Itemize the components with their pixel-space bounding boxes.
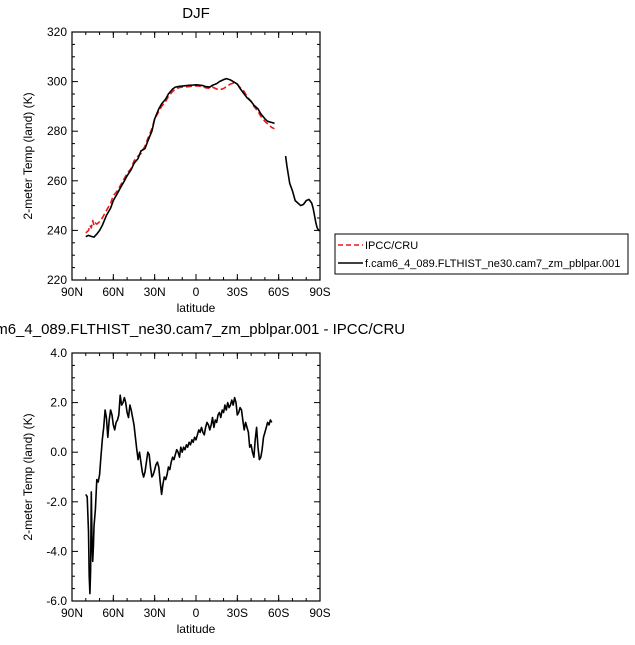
plot-frame xyxy=(71,31,321,281)
x-tick-label: 0 xyxy=(193,606,200,620)
x-tick-label: 60N xyxy=(102,285,124,299)
series-line-2 xyxy=(85,77,275,238)
plot-frame xyxy=(71,352,321,602)
x-tick-label: 30N xyxy=(144,606,166,620)
y-tick-label: -2.0 xyxy=(46,495,67,509)
x-tick-label: 90S xyxy=(309,606,330,620)
x-axis-title: latitude xyxy=(177,622,216,636)
y-tick-label: -4.0 xyxy=(46,544,67,558)
x-tick-label: 30N xyxy=(144,285,166,299)
x-tick-label: 90S xyxy=(309,285,330,299)
chart-panel-2: am6_4_089.FLTHIST_ne30.cam7_zm_pblpar.00… xyxy=(0,321,405,636)
y-tick-label: 220 xyxy=(47,273,67,287)
legend-label-2: f.cam6_4_089.FLTHIST_ne30.cam7_zm_pblpar… xyxy=(365,258,620,270)
x-tick-label: 60S xyxy=(268,285,289,299)
y-tick-label: 300 xyxy=(47,75,67,89)
x-tick-label: 60S xyxy=(268,606,289,620)
y-tick-label: 0.0 xyxy=(50,445,67,459)
y-axis-title: 2-meter Temp (land) (K) xyxy=(21,92,35,219)
x-axis-title: latitude xyxy=(177,301,216,315)
x-tick-label: 0 xyxy=(193,285,200,299)
chart-title: am6_4_089.FLTHIST_ne30.cam7_zm_pblpar.00… xyxy=(0,321,405,338)
y-tick-label: 4.0 xyxy=(50,346,67,360)
x-tick-label: 90N xyxy=(61,606,83,620)
legend: IPCC/CRU f.cam6_4_089.FLTHIST_ne30.cam7_z… xyxy=(334,233,629,275)
legend-box xyxy=(334,233,629,275)
x-tick-label: 30S xyxy=(227,285,248,299)
series-line-1 xyxy=(85,82,275,234)
y-tick-label: 2.0 xyxy=(50,396,67,410)
x-tick-label: 60N xyxy=(102,606,124,620)
series-line-1 xyxy=(85,394,273,595)
y-axis-title: 2-meter Temp (land) (K) xyxy=(21,413,35,540)
series-line-2-segment-2 xyxy=(284,155,320,232)
chart-title: DJF xyxy=(182,5,210,22)
y-tick-label: 260 xyxy=(47,174,67,188)
y-tick-label: 320 xyxy=(47,25,67,39)
x-tick-label: 30S xyxy=(227,606,248,620)
legend-label-1: IPCC/CRU xyxy=(365,240,418,252)
y-tick-label: -6.0 xyxy=(46,594,67,608)
y-tick-label: 280 xyxy=(47,124,67,138)
chart-panel-1: DJF 90N 60N 30N 0 30S 60S 90S 220 240 260 280 300 320… xyxy=(21,5,331,315)
x-tick-label: 90N xyxy=(61,285,83,299)
y-tick-label: 240 xyxy=(47,223,67,237)
